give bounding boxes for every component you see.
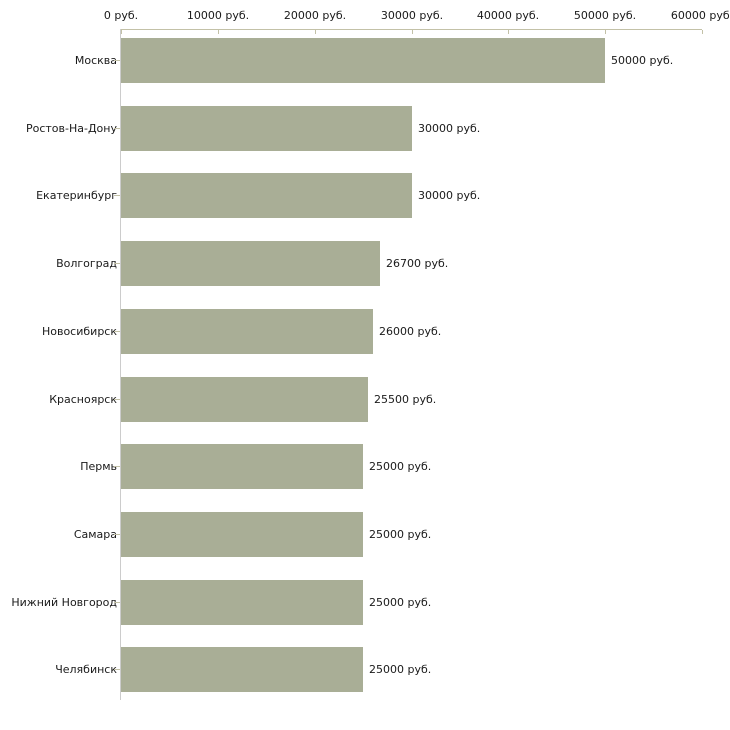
bar-value-label: 26700 руб. <box>386 257 449 270</box>
bar <box>121 309 373 354</box>
category-tick <box>114 669 120 670</box>
category-tick <box>114 534 120 535</box>
category-label: Новосибирск <box>41 325 117 338</box>
bar <box>121 241 380 286</box>
x-axis-tick <box>315 30 316 34</box>
x-axis-tick <box>702 30 703 34</box>
y-axis-line <box>120 29 121 700</box>
category-tick <box>114 60 120 61</box>
bar-value-label: 26000 руб. <box>379 325 442 338</box>
category-tick <box>114 263 120 264</box>
bar-value-label: 30000 руб. <box>418 189 481 202</box>
bar-value-label: 25000 руб. <box>369 460 432 473</box>
bar-value-label: 25000 руб. <box>369 663 432 676</box>
category-label: Ростов-На-Дону <box>25 122 117 135</box>
x-axis-tick-label: 60000 руб. <box>670 9 730 22</box>
bar-value-label: 30000 руб. <box>418 122 481 135</box>
x-axis-tick <box>218 30 219 34</box>
x-axis-tick-label: 40000 руб. <box>476 9 540 22</box>
category-label: Екатеринбург <box>36 189 117 202</box>
category-tick <box>114 466 120 467</box>
bar <box>121 647 363 692</box>
bar-value-label: 25500 руб. <box>374 393 437 406</box>
x-axis-tick <box>508 30 509 34</box>
bar-value-label: 50000 руб. <box>611 54 674 67</box>
category-label: Челябинск <box>55 663 117 676</box>
category-label: Красноярск <box>49 393 117 406</box>
category-label: Волгоград <box>56 257 117 270</box>
bar <box>121 580 363 625</box>
category-tick <box>114 602 120 603</box>
category-tick <box>114 128 120 129</box>
category-label: Пермь <box>80 460 117 473</box>
category-label: Москва <box>74 54 117 67</box>
bar <box>121 38 605 83</box>
category-label: Самара <box>73 528 117 541</box>
bar <box>121 173 412 218</box>
x-axis-tick-label: 20000 руб. <box>283 9 347 22</box>
bar-value-label: 25000 руб. <box>369 596 432 609</box>
x-axis-tick <box>121 30 122 34</box>
x-axis-tick-label: 0 руб. <box>103 9 139 22</box>
x-axis-tick-label: 30000 руб. <box>380 9 444 22</box>
bar <box>121 377 368 422</box>
bar-value-label: 25000 руб. <box>369 528 432 541</box>
bar <box>121 444 363 489</box>
x-axis-tick-label: 50000 руб. <box>573 9 637 22</box>
x-axis-tick <box>412 30 413 34</box>
category-tick <box>114 195 120 196</box>
x-axis-tick <box>605 30 606 34</box>
category-tick <box>114 331 120 332</box>
x-axis-line <box>121 29 702 30</box>
category-label: Нижний Новгород <box>11 596 117 609</box>
bar <box>121 512 363 557</box>
bar <box>121 106 412 151</box>
x-axis-tick-label: 10000 руб. <box>186 9 250 22</box>
category-tick <box>114 399 120 400</box>
